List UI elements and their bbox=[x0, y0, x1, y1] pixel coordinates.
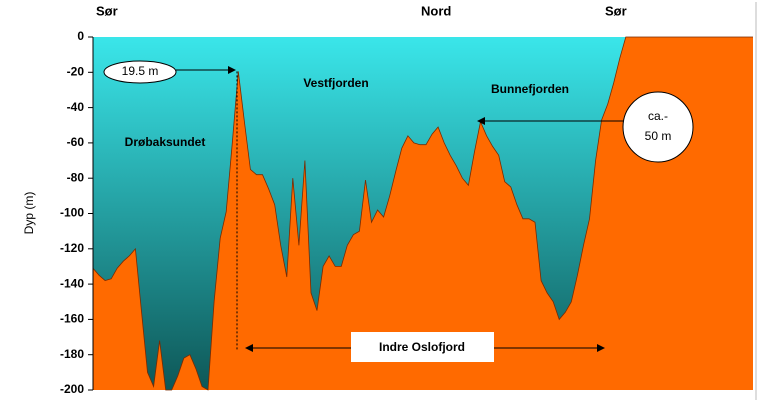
y-tick-label: -120 bbox=[60, 241, 84, 255]
y-tick-label: -100 bbox=[60, 206, 84, 220]
annotation-line: Bunnefjorden bbox=[491, 82, 569, 96]
y-tick-label: -40 bbox=[67, 100, 85, 114]
annotation: Bunnefjorden bbox=[491, 82, 569, 96]
annotation: Vestfjorden bbox=[303, 76, 368, 90]
y-tick-label: 0 bbox=[77, 29, 84, 43]
annotation: 19.5 m bbox=[122, 64, 159, 78]
top-label: Nord bbox=[421, 3, 451, 18]
terrain-line bbox=[92, 36, 753, 391]
annotation-line: 19.5 m bbox=[122, 64, 159, 78]
y-tick-label: -200 bbox=[60, 382, 84, 396]
callout bbox=[622, 91, 694, 163]
annotation-line: Vestfjorden bbox=[303, 76, 368, 90]
y-tick-label: -20 bbox=[67, 64, 85, 78]
annotation: Indre Oslofjord bbox=[379, 340, 465, 354]
callout bbox=[103, 60, 177, 84]
terrain-area bbox=[93, 37, 753, 390]
y-axis-label: Dyp (m) bbox=[22, 192, 36, 235]
top-label: Sør bbox=[96, 3, 118, 18]
annotation-line: Drøbaksundet bbox=[125, 135, 206, 149]
annotation: ca.- 50 m bbox=[645, 109, 672, 143]
y-tick-label: -60 bbox=[67, 135, 85, 149]
y-tick-label: -80 bbox=[67, 170, 85, 184]
y-tick-label: -180 bbox=[60, 347, 84, 361]
annotation-line: Indre Oslofjord bbox=[379, 340, 465, 354]
y-tick-label: -160 bbox=[60, 312, 84, 326]
annotation-line: ca.- bbox=[648, 109, 668, 123]
label-box bbox=[351, 332, 494, 362]
annotation-line: 50 m bbox=[645, 129, 672, 143]
top-label: Sør bbox=[605, 3, 627, 18]
annotation: Drøbaksundet bbox=[125, 135, 206, 149]
y-tick-label: -140 bbox=[60, 276, 84, 290]
